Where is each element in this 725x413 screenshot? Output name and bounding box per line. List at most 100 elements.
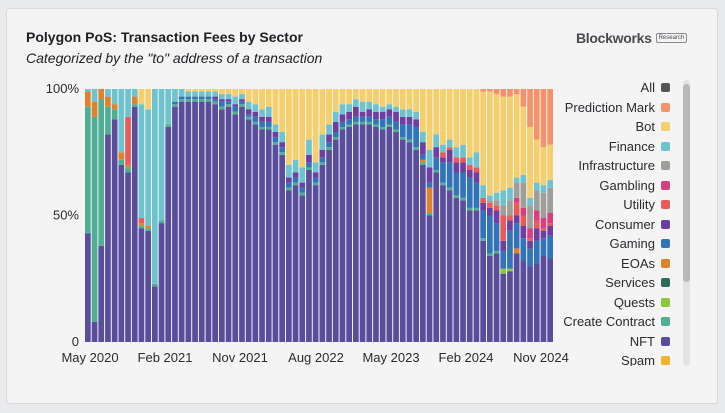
bar-stack[interactable] xyxy=(306,89,312,342)
bar-stack[interactable] xyxy=(326,89,332,342)
bar-segment-bot[interactable] xyxy=(353,89,359,100)
bar-segment-eoas[interactable] xyxy=(91,101,98,117)
bar-segment-nft[interactable] xyxy=(85,233,91,342)
bar-segment-nft[interactable] xyxy=(165,126,172,342)
bar-stack[interactable] xyxy=(446,89,453,342)
bar-segment-consumer[interactable] xyxy=(245,109,252,115)
bar-stack[interactable] xyxy=(178,89,185,343)
bar-segment-gaming[interactable] xyxy=(172,101,178,105)
bar-segment-prediction-mark[interactable] xyxy=(493,89,500,95)
bar-stack[interactable] xyxy=(527,89,533,342)
legend-item-finance[interactable]: Finance xyxy=(609,139,670,154)
bar-segment-nft[interactable] xyxy=(393,132,399,342)
bar-segment-finance[interactable] xyxy=(205,91,212,97)
bar-segment-create-contract[interactable] xyxy=(399,137,406,140)
bar-segment-consumer[interactable] xyxy=(279,142,285,148)
bar-segment-bot[interactable] xyxy=(225,89,232,95)
bar-segment-gaming[interactable] xyxy=(399,124,406,138)
bar-segment-nft[interactable] xyxy=(265,129,272,342)
bar-segment-bot[interactable] xyxy=(306,89,312,140)
bar-segment-nft[interactable] xyxy=(118,164,125,342)
bar-segment-create-contract[interactable] xyxy=(192,99,198,102)
bar-segment-create-contract[interactable] xyxy=(232,111,239,115)
bar-segment-create-contract[interactable] xyxy=(440,182,446,186)
bar-segment-bot[interactable] xyxy=(245,89,252,102)
bar-stack[interactable] xyxy=(547,89,553,342)
bar-segment-bot[interactable] xyxy=(393,89,399,107)
bar-segment-nft[interactable] xyxy=(487,255,493,342)
bar-segment-create-contract[interactable] xyxy=(145,228,151,231)
bar-segment-gaming[interactable] xyxy=(312,177,319,183)
bar-segment-finance[interactable] xyxy=(547,180,553,188)
bar-segment-bot[interactable] xyxy=(292,89,299,160)
bar-stack[interactable] xyxy=(399,89,406,342)
bar-segment-gaming[interactable] xyxy=(198,96,205,100)
bar-stack[interactable] xyxy=(540,89,547,342)
bar-segment-consumer[interactable] xyxy=(292,172,299,178)
bar-segment-nft[interactable] xyxy=(466,210,473,342)
bar-stack[interactable] xyxy=(279,89,285,342)
bar-segment-bot[interactable] xyxy=(413,89,419,112)
bar-segment-create-contract[interactable] xyxy=(158,220,165,224)
bar-segment-gaming[interactable] xyxy=(540,238,547,256)
bar-segment-bot[interactable] xyxy=(440,89,446,145)
bar-segment-nft[interactable] xyxy=(205,101,212,343)
bar-stack[interactable] xyxy=(225,89,232,343)
bar-segment-create-contract[interactable] xyxy=(185,99,192,102)
bar-segment-finance[interactable] xyxy=(446,139,453,148)
bar-segment-gambling[interactable] xyxy=(547,212,553,224)
bar-segment-create-contract[interactable] xyxy=(131,104,138,107)
bar-segment-utility[interactable] xyxy=(507,215,513,221)
bar-segment-consumer[interactable] xyxy=(487,207,493,216)
bar-segment-eoas[interactable] xyxy=(420,159,426,163)
bar-segment-gaming[interactable] xyxy=(339,121,346,127)
bar-segment-nft[interactable] xyxy=(239,106,245,343)
bar-segment-nft[interactable] xyxy=(507,271,513,342)
bar-segment-nft[interactable] xyxy=(98,245,105,342)
bar-segment-eoas[interactable] xyxy=(513,248,520,254)
bar-segment-finance[interactable] xyxy=(399,109,406,117)
bar-segment-consumer[interactable] xyxy=(533,228,540,241)
bar-segment-bot[interactable] xyxy=(299,89,306,168)
bar-segment-gaming[interactable] xyxy=(446,162,453,188)
bar-segment-consumer[interactable] xyxy=(353,106,359,117)
bar-segment-create-contract[interactable] xyxy=(339,126,346,130)
bar-segment-finance[interactable] xyxy=(306,139,312,155)
bar-segment-bot[interactable] xyxy=(433,89,440,135)
bar-segment-consumer[interactable] xyxy=(306,154,312,163)
bar-segment-nft[interactable] xyxy=(306,169,312,342)
bar-stack[interactable] xyxy=(420,89,426,342)
bar-stack[interactable] xyxy=(507,89,513,342)
bar-segment-eoas[interactable] xyxy=(125,164,131,168)
bar-segment-gaming[interactable] xyxy=(326,142,332,148)
bar-segment-finance[interactable] xyxy=(165,89,172,125)
bar-segment-create-contract[interactable] xyxy=(299,192,306,196)
bar-segment-gaming[interactable] xyxy=(346,119,352,125)
bar-segment-consumer[interactable] xyxy=(426,167,433,183)
bar-segment-utility[interactable] xyxy=(125,116,131,165)
bar-segment-gaming[interactable] xyxy=(533,240,540,264)
bar-segment-finance[interactable] xyxy=(225,94,232,100)
bar-segment-consumer[interactable] xyxy=(440,157,446,163)
bar-segment-utility[interactable] xyxy=(466,164,473,170)
bar-segment-finance[interactable] xyxy=(198,91,205,97)
bar-segment-consumer[interactable] xyxy=(453,162,460,173)
bar-segment-create-contract[interactable] xyxy=(292,182,299,186)
bar-segment-nft[interactable] xyxy=(420,164,426,342)
bar-segment-finance[interactable] xyxy=(386,104,393,110)
bar-segment-bot[interactable] xyxy=(252,89,259,105)
bar-segment-nft[interactable] xyxy=(460,200,466,342)
bar-segment-consumer[interactable] xyxy=(413,119,419,127)
bar-segment-finance[interactable] xyxy=(158,89,165,221)
bar-stack[interactable] xyxy=(487,89,493,342)
bar-stack[interactable] xyxy=(393,89,399,342)
bar-segment-gaming[interactable] xyxy=(232,106,239,112)
bar-segment-finance[interactable] xyxy=(426,149,433,168)
bar-segment-gaming[interactable] xyxy=(279,147,285,153)
bar-segment-gambling[interactable] xyxy=(513,197,520,203)
legend-item-bot[interactable]: Bot xyxy=(635,119,670,134)
bar-segment-finance[interactable] xyxy=(332,111,339,122)
bar-segment-eoas[interactable] xyxy=(85,91,91,107)
bar-stack[interactable] xyxy=(386,89,393,342)
legend-item-nft[interactable]: NFT xyxy=(630,334,670,349)
